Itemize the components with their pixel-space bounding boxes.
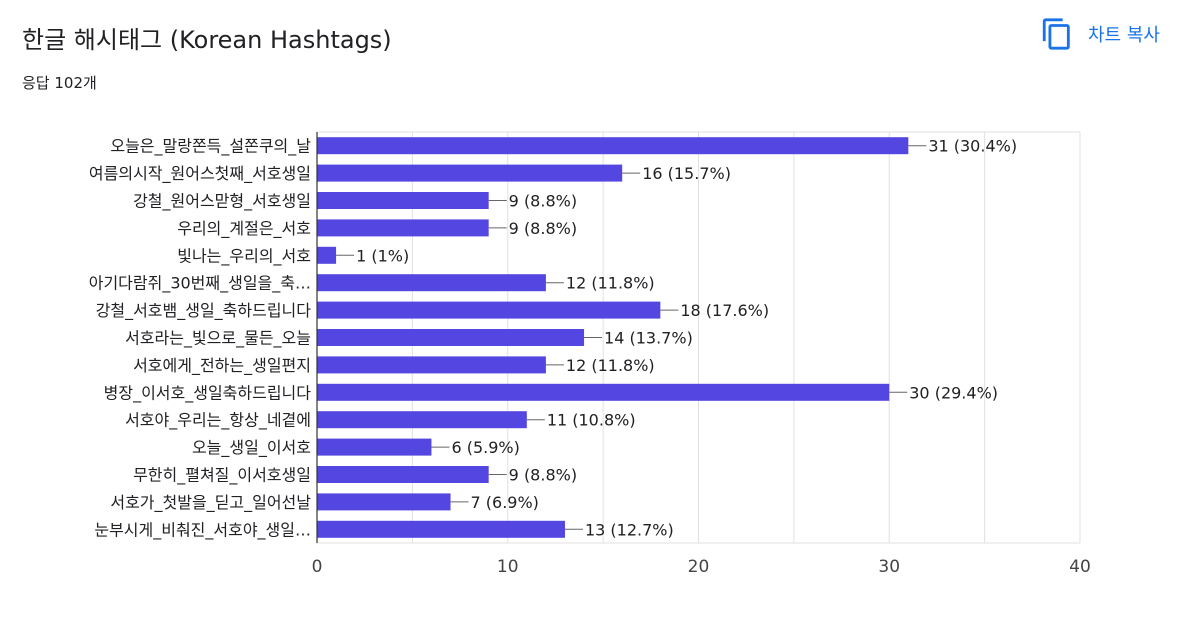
data-label: 14 (13.7%) xyxy=(604,329,693,348)
category-label: 서호에게_전하는_생일편지 xyxy=(133,356,311,376)
data-label: 31 (30.4%) xyxy=(928,137,1017,156)
category-label: 여름의시작_원어스첫째_서호생일 xyxy=(89,164,311,184)
data-label: 1 (1%) xyxy=(356,246,409,265)
bar xyxy=(317,219,489,237)
data-label: 16 (15.7%) xyxy=(642,164,731,183)
x-tick-label: 0 xyxy=(312,557,323,577)
bar xyxy=(317,356,546,374)
category-label: 오늘_생일_이서호 xyxy=(192,438,311,458)
copy-icon xyxy=(1042,18,1070,50)
category-label: 서호야_우리는_항상_네곁에 xyxy=(125,411,311,431)
data-label: 18 (17.6%) xyxy=(680,301,769,320)
bar xyxy=(317,329,585,346)
category-label: 서호가_첫발을_딛고_일어선날 xyxy=(110,493,311,513)
x-tick-label: 30 xyxy=(878,557,900,577)
bar xyxy=(317,520,565,538)
response-count: 응답 102개 xyxy=(22,74,97,92)
bar xyxy=(317,383,890,401)
x-tick-label: 20 xyxy=(688,557,710,577)
chart-title: 한글 해시태그 (Korean Hashtags) xyxy=(22,26,392,54)
x-tick-label: 10 xyxy=(497,557,519,577)
bar xyxy=(317,466,489,483)
data-label: 6 (5.9%) xyxy=(451,438,519,457)
bar xyxy=(317,192,489,209)
x-tick-label: 40 xyxy=(1069,557,1091,577)
bar xyxy=(317,246,337,264)
data-label: 9 (8.8%) xyxy=(509,219,577,238)
data-label: 12 (11.8%) xyxy=(566,356,655,375)
data-label: 11 (10.8%) xyxy=(547,411,636,430)
category-label: 눈부시게_비춰진_서호야_생일… xyxy=(94,520,311,540)
bar xyxy=(317,438,432,456)
copy-chart-button[interactable]: 차트 복사 xyxy=(1036,12,1186,56)
data-label: 9 (8.8%) xyxy=(509,466,577,485)
category-label: 병장_이서호_생일축하드립니다 xyxy=(104,383,312,403)
bar xyxy=(317,164,623,182)
category-label: 서호라는_빛으로_물든_오늘 xyxy=(125,329,311,349)
category-label: 강철_원어스맏형_서호생일 xyxy=(133,192,311,212)
bar xyxy=(317,493,451,511)
bar xyxy=(317,274,546,292)
data-label: 30 (29.4%) xyxy=(909,383,998,402)
bar xyxy=(317,411,527,429)
bar xyxy=(317,137,909,155)
category-label: 빛나는_우리의_서호 xyxy=(177,246,311,266)
data-label: 7 (6.9%) xyxy=(471,493,539,512)
data-label: 12 (11.8%) xyxy=(566,274,655,293)
copy-chart-label: 차트 복사 xyxy=(1088,25,1160,46)
bar xyxy=(317,301,661,319)
category-label: 아기다람쥐_30번째_생일을_축… xyxy=(89,274,311,294)
data-label: 13 (12.7%) xyxy=(585,520,674,539)
category-label: 강철_서호뱀_생일_축하드립니다 xyxy=(96,301,312,321)
category-label: 무한히_펼쳐질_이서호생일 xyxy=(133,466,311,486)
data-label: 9 (8.8%) xyxy=(509,192,577,211)
category-label: 우리의_계절은_서호 xyxy=(177,219,311,239)
category-label: 오늘은_말랑쫀득_설쫀쿠의_날 xyxy=(110,137,311,157)
